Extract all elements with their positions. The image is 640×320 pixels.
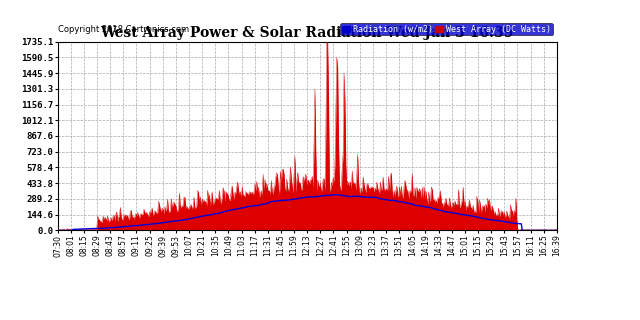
Legend: Radiation (w/m2), West Array (DC Watts): Radiation (w/m2), West Array (DC Watts) [340, 23, 552, 36]
Title: West Array Power & Solar Radiation Wed Jan 3 16:39: West Array Power & Solar Radiation Wed J… [100, 27, 514, 40]
Text: Copyright 2018 Cartronics.com: Copyright 2018 Cartronics.com [58, 25, 189, 34]
